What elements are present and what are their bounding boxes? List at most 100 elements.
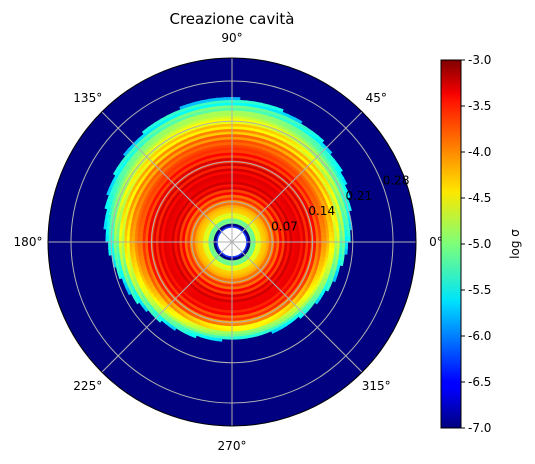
heatmap-cell xyxy=(223,288,228,293)
heatmap-cell xyxy=(214,252,218,256)
heatmap-cell xyxy=(222,264,225,268)
heatmap-cell xyxy=(252,242,257,245)
heatmap-cell xyxy=(129,241,133,248)
heatmap-cell xyxy=(177,230,181,235)
heatmap-cell xyxy=(237,126,245,130)
heatmap-cell xyxy=(262,122,271,128)
heatmap-cell xyxy=(192,138,201,145)
heatmap-cell xyxy=(211,247,215,250)
heatmap-cell xyxy=(136,205,142,213)
heatmap-cell xyxy=(226,270,230,274)
heatmap-cell xyxy=(303,128,312,137)
heatmap-cell xyxy=(231,191,235,195)
heatmap-cell xyxy=(236,141,244,146)
heatmap-cell xyxy=(254,232,258,235)
heatmap-cell xyxy=(165,241,170,246)
heatmap-cell xyxy=(139,246,144,253)
heatmap-cell xyxy=(196,330,204,336)
heatmap-cell xyxy=(129,208,135,216)
heatmap-cell xyxy=(237,131,245,135)
heatmap-cell xyxy=(327,203,333,211)
heatmap-cell xyxy=(238,197,242,201)
heatmap-cell xyxy=(198,139,206,145)
heatmap-cell xyxy=(139,241,143,248)
heatmap-cell xyxy=(220,141,228,146)
heatmap-cell xyxy=(292,241,296,246)
heatmap-cell xyxy=(140,212,145,219)
colorbar-gradient xyxy=(440,59,462,429)
heatmap-cell xyxy=(277,118,287,125)
heatmap-cell xyxy=(221,222,224,227)
heatmap-cell xyxy=(237,181,242,185)
heatmap-cell xyxy=(333,230,338,238)
heatmap-cell xyxy=(222,157,229,162)
heatmap-cell xyxy=(331,268,337,276)
heatmap-cell xyxy=(235,173,240,177)
heatmap-cell xyxy=(218,118,227,122)
heatmap-cell xyxy=(256,161,263,167)
heatmap-cell xyxy=(294,234,299,240)
heatmap-cell xyxy=(234,259,237,264)
heatmap-cell xyxy=(227,283,231,288)
heatmap-cell xyxy=(243,225,247,229)
heatmap-cell xyxy=(142,241,146,248)
heatmap-cell xyxy=(233,212,236,216)
heatmap-cell xyxy=(170,118,180,126)
heatmap-cell xyxy=(220,309,226,314)
heatmap-cell xyxy=(239,258,242,262)
heatmap-cell xyxy=(296,230,301,236)
heatmap-cell xyxy=(117,271,123,280)
heatmap-cell xyxy=(113,182,120,192)
heatmap-cell xyxy=(232,220,235,224)
heatmap-cell xyxy=(227,315,233,319)
heatmap-cell xyxy=(206,232,210,235)
heatmap-cell xyxy=(248,232,252,235)
heatmap-cell xyxy=(329,236,333,243)
heatmap-cell xyxy=(219,260,223,264)
heatmap-cell xyxy=(235,259,238,263)
heatmap-cell xyxy=(236,328,242,332)
angular-grid-line xyxy=(231,241,363,373)
heatmap-cell xyxy=(220,293,225,297)
heatmap-cell xyxy=(153,229,157,235)
heatmap-cell xyxy=(194,127,203,133)
heatmap-cell xyxy=(268,243,272,247)
heatmap-cell xyxy=(226,189,230,193)
heatmap-cell xyxy=(152,237,156,243)
heatmap-cell xyxy=(128,214,134,222)
heatmap-cell xyxy=(123,246,128,254)
heatmap-cell xyxy=(119,205,125,214)
heatmap-cell xyxy=(218,157,224,162)
heatmap-cell xyxy=(251,248,255,251)
heatmap-cell xyxy=(270,138,278,144)
heatmap-cell xyxy=(199,120,208,126)
heatmap-cell xyxy=(111,174,119,183)
heatmap-cell xyxy=(257,158,264,164)
heatmap-cell xyxy=(186,101,196,108)
angular-tick-labels: 0°45°90°135°180°225°270°315° xyxy=(14,31,443,453)
heatmap-cell xyxy=(203,324,210,329)
heatmap-cell xyxy=(271,113,281,120)
heatmap-cell xyxy=(259,134,267,140)
heatmap-cell xyxy=(231,318,237,322)
heatmap-cell xyxy=(289,124,299,131)
heatmap-cell xyxy=(147,245,152,252)
heatmap-cell xyxy=(234,189,238,193)
heatmap-cell xyxy=(220,223,223,227)
heatmap-cell xyxy=(235,165,241,169)
heatmap-cell xyxy=(231,325,238,330)
heatmap-cell xyxy=(198,118,207,123)
heatmap-cell xyxy=(329,241,333,248)
heatmap-cell xyxy=(220,139,228,143)
heatmap-cell xyxy=(225,299,230,303)
heatmap-cell xyxy=(285,133,294,140)
heatmap-cell xyxy=(238,219,241,223)
radial-tick-label: 0.21 xyxy=(346,189,373,203)
heatmap-cell xyxy=(197,115,207,121)
heatmap-cell xyxy=(326,236,330,243)
heatmap-cell xyxy=(289,247,293,252)
heatmap-cell xyxy=(307,233,312,239)
heatmap-cell xyxy=(155,120,165,128)
heatmap-cell xyxy=(199,251,203,255)
